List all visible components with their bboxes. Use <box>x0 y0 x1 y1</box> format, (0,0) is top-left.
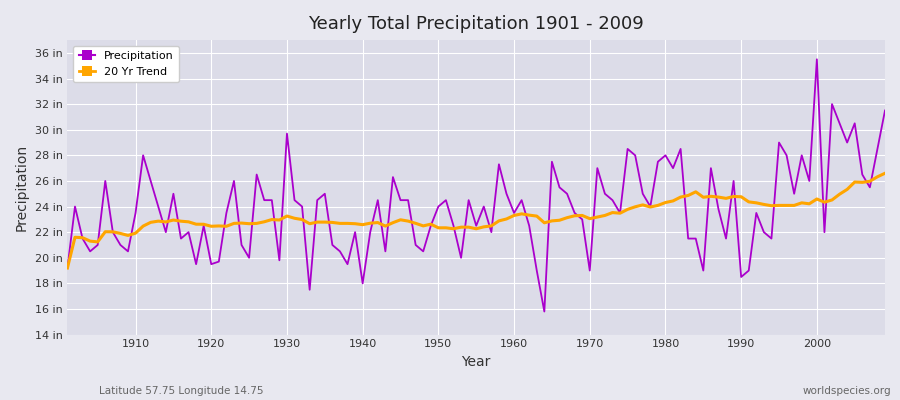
X-axis label: Year: Year <box>462 355 490 369</box>
Text: Latitude 57.75 Longitude 14.75: Latitude 57.75 Longitude 14.75 <box>99 386 264 396</box>
Legend: Precipitation, 20 Yr Trend: Precipitation, 20 Yr Trend <box>73 46 179 82</box>
Text: worldspecies.org: worldspecies.org <box>803 386 891 396</box>
Title: Yearly Total Precipitation 1901 - 2009: Yearly Total Precipitation 1901 - 2009 <box>309 15 644 33</box>
Y-axis label: Precipitation: Precipitation <box>15 144 29 231</box>
